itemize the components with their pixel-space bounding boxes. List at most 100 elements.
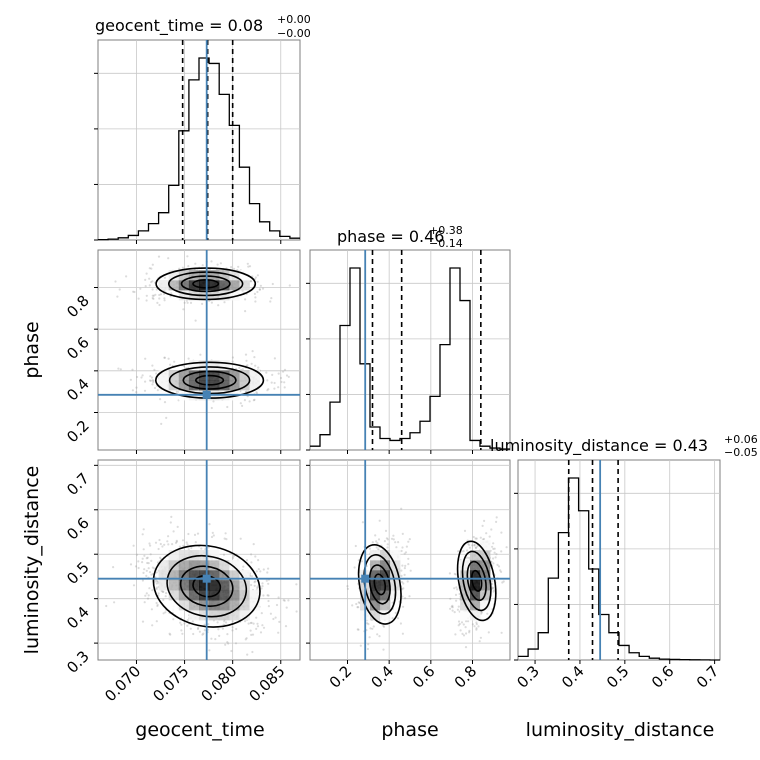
density-cell [370, 610, 381, 621]
density-cell [239, 280, 250, 291]
scatter-point [468, 556, 471, 560]
contour-0-3 [155, 267, 257, 301]
scatter-point [158, 303, 161, 307]
scatter-point [163, 356, 166, 359]
scatter-point [157, 547, 160, 551]
density-cell [168, 370, 180, 381]
scatter-point [477, 625, 480, 628]
contour-0-2 [166, 554, 248, 618]
scatter-point [279, 376, 283, 380]
density-cell [219, 360, 230, 371]
scatter-point [493, 589, 496, 592]
scatter-point [200, 547, 203, 550]
scatter-point [186, 255, 189, 258]
scatter-point [223, 620, 226, 623]
scatter-point [261, 624, 264, 627]
scatter-point [257, 366, 260, 369]
scatter-point [167, 257, 170, 260]
scatter-point [163, 356, 166, 359]
scatter-point [151, 383, 154, 386]
scatter-point [150, 376, 154, 379]
scatter-point [143, 568, 146, 571]
scatter-point [282, 370, 285, 373]
scatter-point [217, 304, 220, 307]
scatter-point [285, 374, 289, 377]
scatter-point [260, 587, 263, 590]
scatter-point [401, 588, 404, 591]
scatter-point [218, 634, 221, 638]
scatter-point [403, 573, 406, 577]
scatter-point [141, 579, 144, 582]
scatter-point [253, 398, 256, 401]
scatter-point [480, 611, 483, 614]
histogram-step-phase [310, 267, 510, 450]
scatter-point [378, 519, 381, 522]
scatter-point [475, 627, 478, 630]
tick-labels: 0.070 0.075 0.080 0.085 0.2 0.4 0.6 0.8 0.3 0.4 0.… [63, 240, 722, 705]
scatter-point [238, 366, 241, 369]
scatter-point [386, 546, 389, 549]
scatter-point [468, 629, 471, 633]
scatter-point [151, 280, 154, 283]
scatter-point [182, 544, 185, 547]
density-cell [199, 360, 210, 371]
scatter-point [407, 557, 410, 560]
density-cell [178, 280, 190, 291]
scatter-point [142, 528, 145, 531]
scatter-point [485, 532, 488, 535]
scatter-point [271, 373, 274, 376]
scatter-point [346, 585, 349, 588]
density-cell [209, 580, 220, 591]
scatter-point [493, 551, 496, 554]
x-tick-label: 0.7 [693, 662, 723, 692]
scatter-point [255, 616, 258, 619]
y-tick-label: 0.4 [63, 603, 93, 633]
scatter-point [451, 606, 454, 609]
truth-marker [361, 574, 370, 583]
scatter-point [403, 567, 406, 570]
scatter-point [257, 559, 260, 562]
density-cell [229, 580, 240, 591]
scatter-point [117, 367, 120, 370]
scatter-point [155, 601, 158, 605]
density-cell [188, 360, 200, 371]
x-tick-label: 0.3 [513, 662, 543, 692]
scatter-point [401, 632, 404, 635]
scatter-point [273, 387, 276, 390]
scatter-point [135, 553, 139, 556]
scatter-point [232, 554, 235, 558]
scatter-point [150, 281, 153, 284]
scatter-point [397, 541, 400, 544]
scatter-point [165, 592, 168, 595]
scatter-point [295, 583, 298, 586]
scatter-point [167, 357, 170, 360]
scatter-point [259, 570, 262, 573]
scatter-point [141, 561, 144, 564]
truth-marker [202, 574, 211, 583]
scatter-point [270, 381, 273, 384]
scatter-point [260, 612, 263, 615]
scatter-point [480, 612, 483, 615]
scatter-point [254, 555, 257, 558]
scatter-point [163, 299, 166, 302]
scatter-point [233, 267, 236, 270]
scatter-point [468, 631, 471, 634]
scatter-point [245, 390, 248, 393]
scatter-point [105, 604, 108, 608]
svg-text:geocent_time = 0.08: geocent_time = 0.08 [95, 16, 263, 36]
scatter-point [253, 581, 256, 584]
scatter-point [153, 368, 156, 371]
scatter-point [251, 650, 254, 654]
density-cell [470, 560, 481, 571]
scatter-point [227, 642, 230, 645]
density-cell [199, 580, 210, 591]
scatter-point [482, 537, 486, 541]
scatter-point [409, 569, 412, 572]
scatter-point [346, 587, 349, 591]
scatter-point [253, 584, 256, 587]
scatter-point [158, 538, 161, 542]
density-cell [229, 290, 240, 301]
scatter-point [163, 543, 166, 546]
scatter-point [210, 406, 213, 410]
scatter-point [262, 594, 265, 597]
